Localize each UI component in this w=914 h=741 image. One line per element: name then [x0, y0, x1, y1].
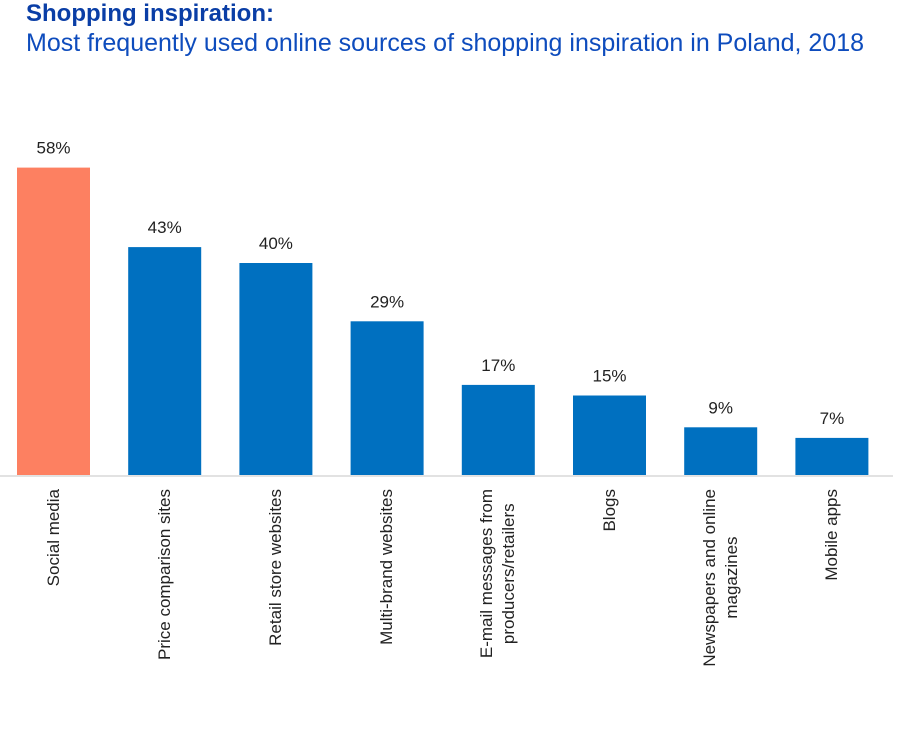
category-label: Multi-brand websites	[377, 489, 397, 645]
value-label: 43%	[148, 218, 182, 237]
bar	[573, 395, 646, 475]
value-label: 15%	[592, 367, 626, 386]
value-label: 17%	[481, 356, 515, 375]
category-label: Price comparison sites	[154, 489, 174, 661]
category-label: Blogs	[599, 489, 619, 532]
value-label: 58%	[36, 139, 70, 158]
bar	[684, 427, 758, 475]
category-label: Newspapers and online magazines	[699, 489, 741, 667]
bar	[461, 384, 535, 475]
bar	[350, 321, 424, 475]
value-label: 40%	[259, 234, 293, 253]
bar	[128, 247, 202, 475]
value-label: 29%	[370, 292, 404, 311]
chart-title: Shopping inspiration:	[26, 0, 274, 27]
value-label: 9%	[708, 398, 733, 417]
bar	[795, 437, 869, 475]
bar	[239, 263, 313, 475]
chart-subtitle: Most frequently used online sources of s…	[26, 29, 865, 57]
category-label: E-mail messages from producers/retailers	[477, 489, 519, 659]
category-label: Social media	[43, 489, 63, 587]
bar	[17, 167, 90, 475]
category-label: Retail store websites	[265, 489, 285, 646]
category-label: Mobile apps	[821, 489, 841, 581]
value-label: 7%	[820, 409, 845, 428]
